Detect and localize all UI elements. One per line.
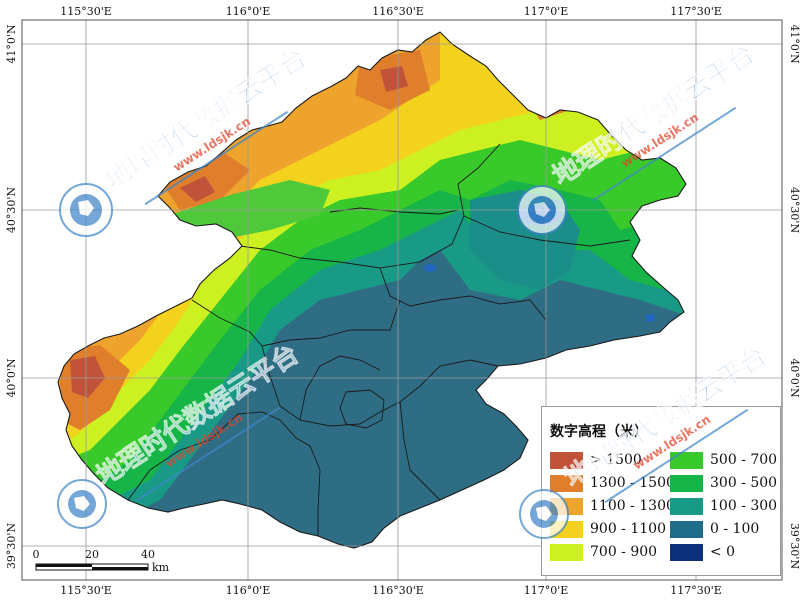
legend-swatch (670, 544, 703, 561)
scale-bar-segment (36, 564, 92, 567)
top-lon-label: 116°0'E (226, 5, 271, 18)
legend-item: 700 - 900 (550, 543, 670, 561)
district-border (261, 299, 401, 347)
guanting-reservoir (178, 232, 194, 244)
beijing-boundary (57, 31, 687, 549)
watermark-rule (144, 110, 289, 206)
legend-label: 0 - 100 (710, 521, 760, 537)
bottom-lon-label: 117°0'E (524, 584, 569, 597)
scale-bar: 0 20 40 km (33, 548, 170, 574)
watermark-rule (136, 406, 281, 502)
legend-swatch (550, 498, 583, 515)
right-lat-label: 40°30'N (788, 187, 800, 234)
scale-bar-segment (92, 567, 148, 570)
legend-item: 1100 - 1300 (550, 497, 675, 515)
scale-tick-label: 0 (33, 548, 40, 561)
district-border (239, 143, 501, 269)
legend-label: > 1500 (590, 452, 642, 468)
top-lon-label: 117°30'E (670, 5, 722, 18)
district-border (191, 299, 263, 347)
district-border (237, 411, 321, 536)
watermark-globe-land (74, 496, 90, 511)
legend-item: > 1500 (550, 451, 670, 469)
legend-swatch (550, 521, 583, 538)
left-lat-label: 39°30'N (5, 523, 18, 570)
legend-item: 500 - 700 (670, 451, 790, 469)
scale-unit-label: km (152, 561, 170, 574)
legend-label: 700 - 900 (590, 544, 658, 560)
district-border (261, 345, 499, 427)
scale-tick-label: 20 (85, 548, 99, 561)
haizi-reservoir (645, 314, 655, 322)
watermark-globe-land (78, 200, 94, 216)
watermark-rule (592, 106, 737, 202)
top-lon-label: 115°30'E (60, 5, 112, 18)
legend-item: < 0 (670, 543, 790, 561)
axis-labels: 115°30'E 116°0'E 116°30'E 117°0'E 117°30… (5, 5, 800, 597)
legend-item: 900 - 1100 (550, 520, 670, 538)
legend-label: 1300 - 1500 (590, 475, 675, 491)
huairou-reservoir (424, 264, 436, 272)
left-lat-label: 41°0'N (5, 24, 18, 64)
bottom-lon-label: 115°30'E (60, 584, 112, 597)
district-border (463, 215, 631, 247)
top-lon-label: 116°30'E (372, 5, 424, 18)
district-boundaries (127, 143, 631, 536)
legend-item: 300 - 500 (670, 474, 790, 492)
district-border (379, 267, 547, 358)
legend-swatch (670, 452, 703, 469)
district-border (127, 413, 239, 501)
legend-swatch (550, 544, 583, 561)
bottom-lon-label: 117°30'E (670, 584, 722, 597)
legend-swatch (550, 475, 583, 492)
district-border (299, 355, 381, 421)
right-lat-label: 40°0'N (788, 358, 800, 398)
left-lat-label: 40°30'N (5, 187, 18, 234)
legend-label: 500 - 700 (710, 452, 778, 468)
district-border (329, 207, 459, 215)
district-border (399, 401, 441, 501)
scale-tick-label: 40 (141, 548, 155, 561)
top-lon-label: 117°0'E (524, 5, 569, 18)
legend-label: < 0 (710, 544, 736, 560)
legend-swatch (670, 475, 703, 492)
legend-label: 300 - 500 (710, 475, 778, 491)
legend-swatch (670, 498, 703, 515)
watermark-globe-land (534, 202, 550, 217)
bottom-lon-label: 116°0'E (226, 584, 271, 597)
legend-label: 900 - 1100 (590, 521, 666, 537)
map-frame (21, 19, 783, 581)
legend-item: 0 - 100 (670, 520, 790, 538)
bottom-lon-label: 116°30'E (372, 584, 424, 597)
district-border (339, 389, 385, 429)
legend-label: 100 - 300 (710, 498, 778, 514)
right-lat-label: 39°30'N (788, 523, 800, 570)
legend-item: 1300 - 1500 (550, 474, 675, 492)
legend-label: 1100 - 1300 (590, 498, 675, 514)
left-lat-label: 40°0'N (5, 358, 18, 398)
legend-swatch (550, 452, 583, 469)
legend-swatch (670, 521, 703, 538)
legend-item: 100 - 300 (670, 497, 790, 515)
right-lat-label: 41°0'N (788, 24, 800, 64)
legend-panel: 数字高程（米） > 1500 1300 - 1500 1100 - 1300 900 … (541, 406, 781, 576)
elevation-band-1300-1500 (60, 50, 570, 430)
legend-title: 数字高程（米） (550, 424, 648, 440)
